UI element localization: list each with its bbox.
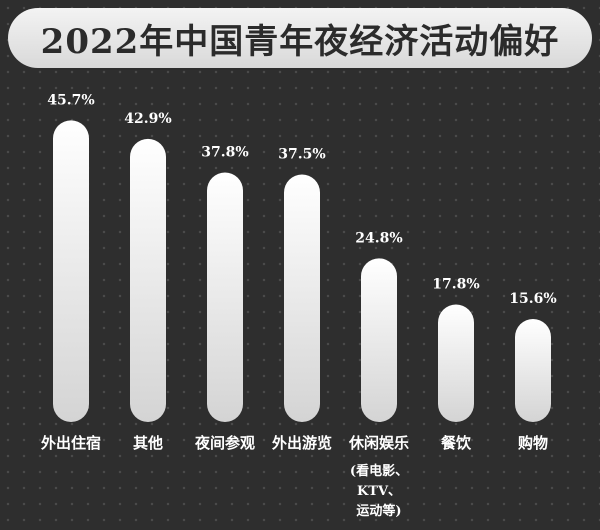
value-label-3: 37.5% [278, 147, 325, 163]
bar-5 [438, 304, 474, 422]
category-label-5: 餐饮 [441, 434, 472, 452]
category-label-1: 其他 [133, 434, 163, 452]
bar-1 [130, 138, 166, 423]
category-label-2: 夜间参观 [194, 434, 255, 452]
bar-3 [284, 174, 320, 422]
bar-0 [53, 120, 89, 422]
bar-2 [207, 172, 243, 422]
bar-6 [515, 319, 551, 422]
value-label-6: 15.6% [509, 291, 556, 307]
category-label-4: 休闲娱乐 [348, 434, 409, 452]
category-note-4-1: KTV、 [357, 484, 401, 499]
category-label-3: 外出游览 [271, 434, 332, 452]
value-label-5: 17.8% [432, 277, 479, 293]
category-note-4-0: (看电影、 [350, 463, 408, 479]
category-label-6: 购物 [518, 434, 548, 452]
value-label-0: 45.7% [47, 92, 94, 108]
value-label-1: 42.9% [124, 111, 171, 127]
labels-group: 45.7% 外出住宿 42.9% 其他 37.8% 夜间参观 37.5% 外出游览 24.8% 休… [40, 92, 557, 519]
bar-4 [361, 258, 397, 422]
value-label-2: 37.8% [201, 145, 248, 161]
chart-title: 2022年中国青年夜经济活动偏好 [40, 21, 560, 62]
value-label-4: 24.8% [355, 230, 402, 246]
category-note-4-2: 运动等) [356, 503, 401, 519]
bars-group [53, 120, 551, 423]
title-banner: 2022年中国青年夜经济活动偏好 [8, 8, 592, 68]
category-label-0: 外出住宿 [40, 434, 101, 452]
